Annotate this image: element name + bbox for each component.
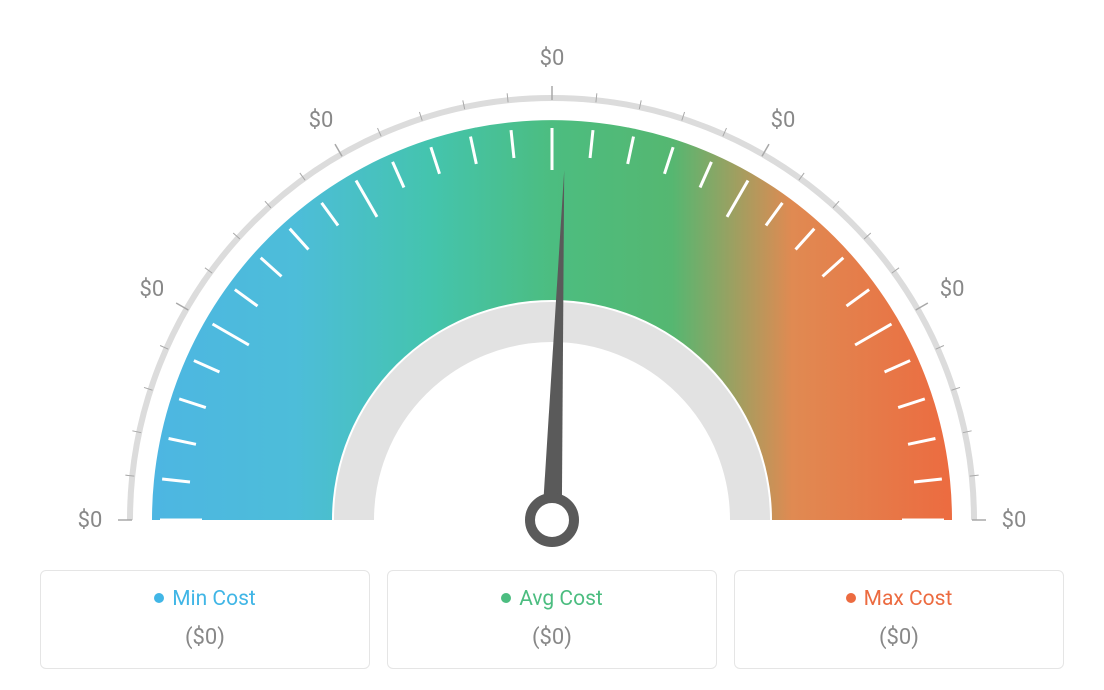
legend-value-max: ($0) [745,625,1053,650]
gauge-area: $0 $0 $0 $0 $0 $0 $0 [0,0,1104,560]
legend-card-min: Min Cost ($0) [40,570,370,669]
legend-value-min: ($0) [51,625,359,650]
legend-dot-min [154,593,164,603]
gauge-svg: $0 $0 $0 $0 $0 $0 $0 [0,0,1104,560]
legend-label-avg: Avg Cost [501,587,603,611]
legend-dot-max [846,593,856,603]
svg-text:$0: $0 [940,277,965,302]
legend-row: Min Cost ($0) Avg Cost ($0) Max Cost ($0… [0,570,1104,669]
svg-text:$0: $0 [771,108,796,133]
svg-text:$0: $0 [140,277,165,302]
svg-text:$0: $0 [309,108,334,133]
svg-text:$0: $0 [540,46,565,71]
legend-label-min: Min Cost [154,587,256,611]
legend-label-text-max: Max Cost [864,587,953,611]
legend-value-avg: ($0) [398,625,706,650]
legend-label-text-min: Min Cost [172,587,256,611]
legend-dot-avg [501,593,511,603]
svg-text:$0: $0 [78,508,103,533]
legend-card-max: Max Cost ($0) [734,570,1064,669]
svg-text:$0: $0 [1002,508,1027,533]
gauge-chart-container: $0 $0 $0 $0 $0 $0 $0 Min Cost ($0) Avg Cost ($… [0,0,1104,690]
legend-label-text-avg: Avg Cost [519,587,603,611]
legend-card-avg: Avg Cost ($0) [387,570,717,669]
legend-label-max: Max Cost [846,587,953,611]
